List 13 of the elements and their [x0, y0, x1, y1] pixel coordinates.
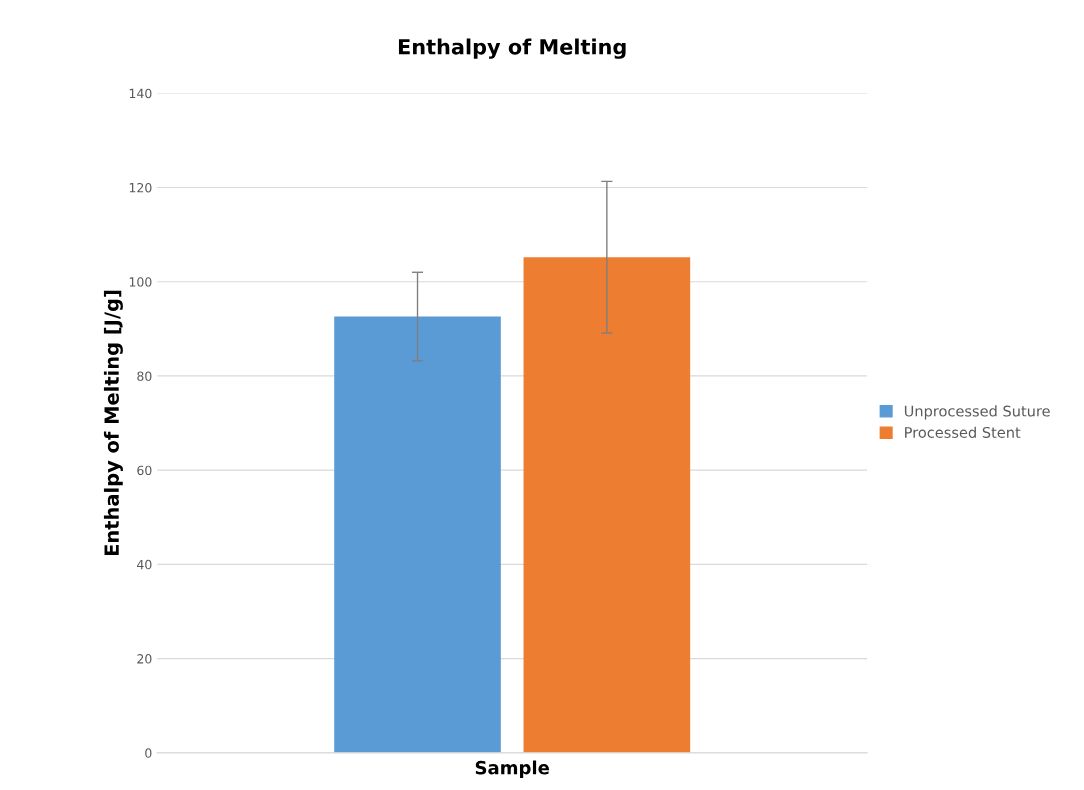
x-axis-title: Sample: [475, 760, 549, 778]
y-axis-title: Enthalpy of Melting [J/g]: [103, 290, 123, 556]
legend-label: Unprocessed Suture: [904, 405, 1050, 420]
y-tick-label: 120: [129, 182, 152, 193]
y-tick-label: 80: [137, 371, 152, 381]
y-tick-label: 40: [137, 559, 152, 570]
y-tick-label: 140: [129, 88, 152, 99]
y-tick-label: 0: [145, 748, 152, 758]
legend-label: Processed Stent: [905, 426, 1021, 438]
chart-title: Enthalpy of Melting: [398, 38, 626, 59]
y-tick-label: 20: [137, 654, 152, 664]
y-tick-label: 60: [137, 465, 152, 476]
y-tick-label: 100: [129, 277, 152, 287]
